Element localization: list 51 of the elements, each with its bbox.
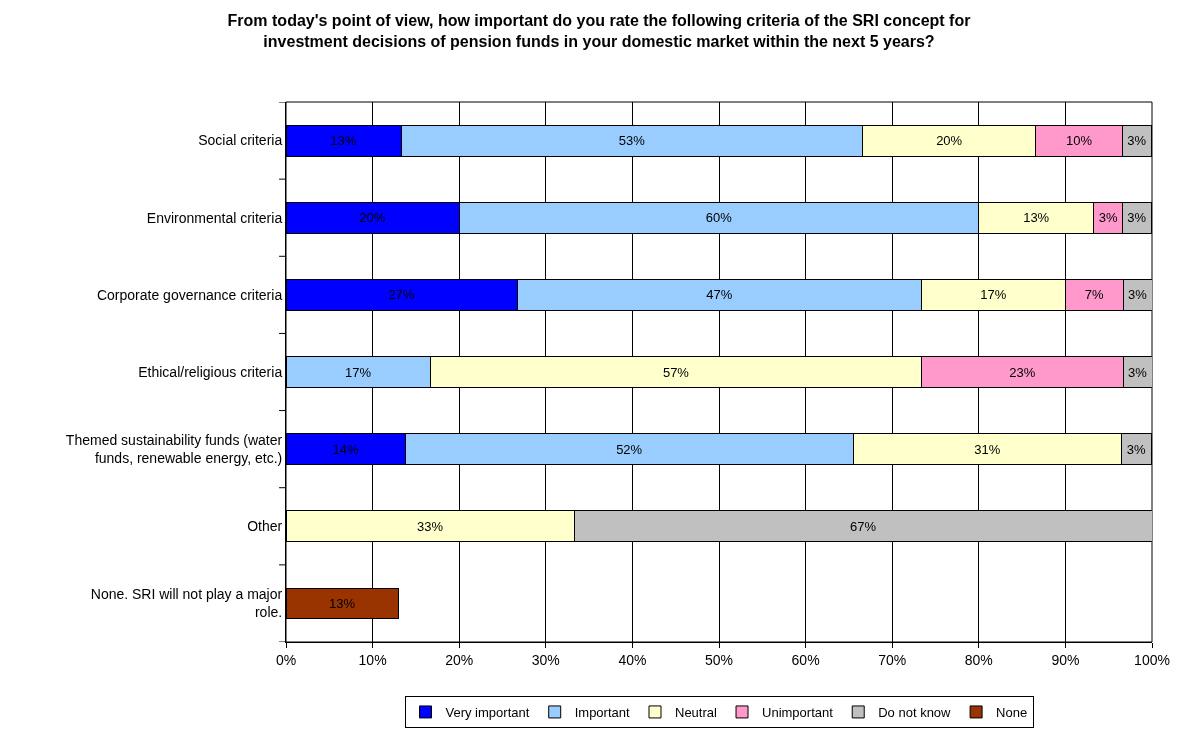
legend-label: Important — [574, 705, 630, 721]
legend-label: Neutral — [675, 705, 718, 721]
x-tick-label: 100% — [1134, 651, 1170, 668]
data-label: 3% — [1127, 133, 1147, 149]
legend-label: Very important — [445, 705, 530, 721]
data-label: 13% — [329, 595, 356, 611]
data-label: 10% — [1066, 133, 1093, 149]
data-label: 23% — [1009, 364, 1036, 380]
x-tick-label: 80% — [964, 651, 993, 668]
y-tick-label: Other — [247, 518, 283, 535]
x-tick-label: 50% — [704, 651, 734, 668]
data-label: 17% — [345, 364, 372, 380]
x-tick-label: 0% — [275, 651, 297, 668]
data-label: 13% — [1023, 210, 1050, 226]
x-tick-label: 20% — [445, 651, 474, 668]
legend-label: Do not know — [878, 705, 952, 721]
data-label: 31% — [974, 441, 1001, 457]
data-label: 52% — [616, 441, 643, 457]
x-tick-label: 30% — [531, 651, 560, 668]
data-label: 60% — [705, 210, 733, 226]
y-tick-label: Social criteria — [198, 132, 283, 149]
data-label: 3% — [1126, 441, 1147, 457]
data-label: 3% — [1127, 210, 1147, 226]
chart-title: From today's point of view, how important do you rate the following criteria of the SRI concept for investment decisions of pension funds in your domestic market within the next 5 years? — [227, 11, 971, 50]
data-label: 67% — [849, 518, 877, 534]
x-tick-label: 70% — [878, 651, 907, 668]
data-label: 47% — [706, 287, 733, 303]
x-tick-label: 90% — [1051, 651, 1080, 668]
data-label: 3% — [1128, 364, 1148, 380]
y-tick-label: Ethical/religious criteria — [138, 363, 283, 380]
y-tick-label: Environmental criteria — [146, 209, 283, 226]
data-label: 13% — [330, 133, 357, 149]
data-label: 33% — [416, 518, 444, 534]
data-label: 20% — [936, 133, 963, 149]
x-tick-label: 10% — [358, 651, 387, 668]
data-label: 17% — [980, 287, 1007, 303]
y-tick-label: None. SRI will not play a major role. — [90, 586, 283, 621]
legend-label: None — [996, 705, 1028, 721]
data-label: 57% — [662, 364, 690, 380]
data-label: 14% — [332, 441, 359, 457]
x-tick-label: 60% — [791, 651, 820, 668]
data-label: 27% — [388, 287, 415, 303]
data-label: 3% — [1128, 287, 1148, 303]
y-tick-label: Themed sustainability funds (water funds, renewable energy, etc.) — [65, 431, 283, 467]
data-label: 3% — [1098, 210, 1118, 226]
data-label: 20% — [359, 210, 386, 226]
x-tick-label: 40% — [618, 651, 647, 668]
data-label: 7% — [1084, 287, 1105, 303]
legend-label: Unimportant — [762, 705, 834, 721]
y-tick-label: Corporate governance criteria — [96, 286, 283, 303]
data-label: 53% — [618, 133, 646, 149]
